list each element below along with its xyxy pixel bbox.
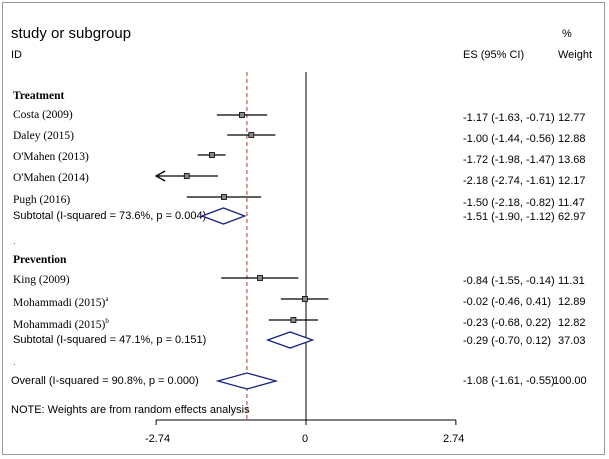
study-label: Costa (2009)	[13, 109, 73, 121]
study-label: Mohammadi (2015)b	[13, 317, 109, 331]
weight-value: 12.82	[558, 317, 586, 329]
es-value: -1.50 (-2.18, -0.82)	[463, 197, 555, 209]
x-tick-label: -2.74	[145, 433, 171, 445]
es-value: -0.84 (-1.55, -0.14)	[463, 275, 555, 287]
weight-value: 100.00	[553, 375, 587, 387]
overall-label: Overall (I-squared = 90.8%, p = 0.000)	[11, 375, 199, 387]
study-label: Daley (2015)	[13, 130, 74, 142]
chart-frame	[2, 2, 605, 455]
point-estimate	[239, 112, 245, 118]
ci-arrow-left	[154, 170, 166, 182]
es-value: -2.18 (-2.74, -1.61)	[463, 175, 555, 187]
es-value: -1.51 (-1.90, -1.12)	[463, 211, 555, 223]
weight-value: 12.88	[558, 133, 586, 145]
point-estimate	[257, 275, 263, 281]
header-weight: Weight	[558, 49, 593, 61]
pooled-diamond	[265, 331, 315, 349]
point-estimate	[221, 194, 227, 200]
x-tick-label: 2.74	[443, 433, 465, 445]
group-label-treatment: Treatment	[13, 90, 65, 102]
point-estimate	[209, 152, 215, 158]
weight-value: 12.77	[558, 112, 586, 124]
group-label-prevention: Prevention	[13, 254, 67, 266]
weight-value: 37.03	[558, 335, 586, 347]
study-label: Mohammadi (2015)a	[13, 295, 109, 309]
es-value: -0.23 (-0.68, 0.22)	[463, 317, 552, 329]
point-estimate	[290, 317, 297, 323]
row-separator-dot: .	[13, 356, 17, 368]
es-value: -1.00 (-1.44, -0.56)	[463, 133, 555, 145]
header-title: study or subgroup	[11, 25, 132, 42]
es-value: -1.17 (-1.63, -0.71)	[463, 112, 555, 124]
point-estimate	[248, 132, 255, 138]
pooled-diamond	[200, 207, 247, 225]
row-separator-dot: .	[13, 235, 17, 247]
es-value: -1.08 (-1.61, -0.55)	[463, 375, 555, 387]
subtotal-label: Subtotal (I-squared = 73.6%, p = 0.004)	[13, 210, 207, 222]
note-text: NOTE: Weights are from random effects an…	[11, 404, 250, 416]
subtotal-label: Subtotal (I-squared = 47.1%, p = 0.151)	[13, 334, 207, 346]
es-value: -0.29 (-0.70, 0.12)	[463, 335, 552, 347]
header-id: ID	[11, 49, 22, 61]
point-estimate	[302, 296, 308, 302]
header-percent: %	[562, 28, 572, 40]
pooled-diamond	[215, 372, 279, 390]
study-label: O'Mahen (2013)	[13, 151, 89, 163]
study-label: O'Mahen (2014)	[13, 172, 89, 184]
es-value: -1.72 (-1.98, -1.47)	[463, 154, 555, 166]
study-label: Pugh (2016)	[13, 194, 71, 206]
weight-value: 62.97	[558, 211, 586, 223]
weight-value: 12.89	[558, 296, 586, 308]
weight-value: 11.31	[558, 275, 585, 287]
header-es: ES (95% CI)	[463, 49, 525, 61]
study-label: King (2009)	[13, 274, 70, 286]
point-estimate	[183, 173, 190, 179]
weight-value: 12.17	[558, 175, 586, 187]
weight-value: 13.68	[558, 154, 586, 166]
es-value: -0.02 (-0.46, 0.41)	[463, 296, 552, 308]
weight-value: 11.47	[558, 197, 585, 209]
x-tick-label: 0	[302, 433, 309, 445]
